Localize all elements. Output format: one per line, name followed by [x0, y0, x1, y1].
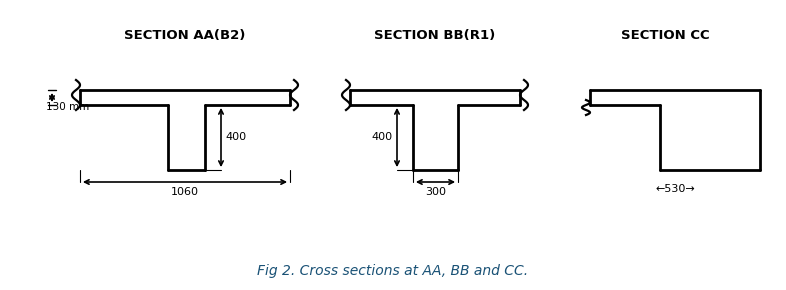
- Text: 400: 400: [372, 133, 393, 142]
- Text: ←530→: ←530→: [655, 184, 695, 194]
- Text: 130 mm: 130 mm: [46, 102, 90, 113]
- Text: SECTION AA(B2): SECTION AA(B2): [124, 29, 246, 42]
- Text: SECTION BB(R1): SECTION BB(R1): [374, 29, 496, 42]
- Text: 400: 400: [225, 133, 246, 142]
- Text: Fig 2. Cross sections at AA, BB and CC.: Fig 2. Cross sections at AA, BB and CC.: [258, 264, 528, 278]
- Text: SECTION CC: SECTION CC: [621, 29, 709, 42]
- Text: 300: 300: [425, 187, 446, 197]
- Text: 1060: 1060: [171, 187, 199, 197]
